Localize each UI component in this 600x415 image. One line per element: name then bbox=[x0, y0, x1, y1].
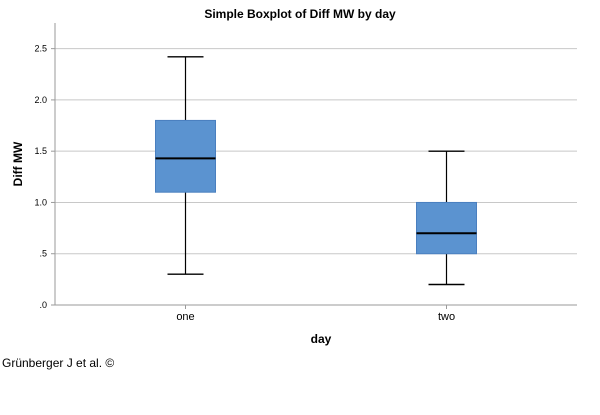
image-credit: Grünberger J et al. © bbox=[2, 356, 115, 370]
y-tick-label: 1.5 bbox=[34, 146, 47, 156]
boxes bbox=[155, 56, 477, 286]
box-one bbox=[155, 56, 216, 275]
iqr-box bbox=[155, 119, 216, 193]
x-axis-label: day bbox=[311, 332, 332, 346]
box-two bbox=[416, 150, 477, 286]
y-tick-label: .5 bbox=[39, 249, 47, 259]
x-tick-label: one bbox=[176, 311, 194, 323]
chart-title: Simple Boxplot of Diff MW by day bbox=[204, 7, 396, 21]
y-tick-label: 2.5 bbox=[34, 44, 47, 54]
boxplot-chart: .0 .5 1.0 1.5 2.0 2.5 one two Simple Boxplot o… bbox=[11, 7, 577, 346]
iqr-box bbox=[416, 201, 477, 255]
x-tick-label: two bbox=[438, 311, 455, 323]
gridlines bbox=[55, 48, 577, 255]
y-axis-label: Diff MW bbox=[11, 141, 25, 186]
plot-area bbox=[55, 23, 577, 305]
x-tick-labels: one two bbox=[176, 305, 455, 323]
y-tick-label: 2.0 bbox=[34, 95, 47, 105]
y-tick-label: 1.0 bbox=[34, 197, 47, 207]
y-tick-labels: .0 .5 1.0 1.5 2.0 2.5 bbox=[34, 44, 55, 310]
y-tick-label: .0 bbox=[39, 300, 47, 310]
